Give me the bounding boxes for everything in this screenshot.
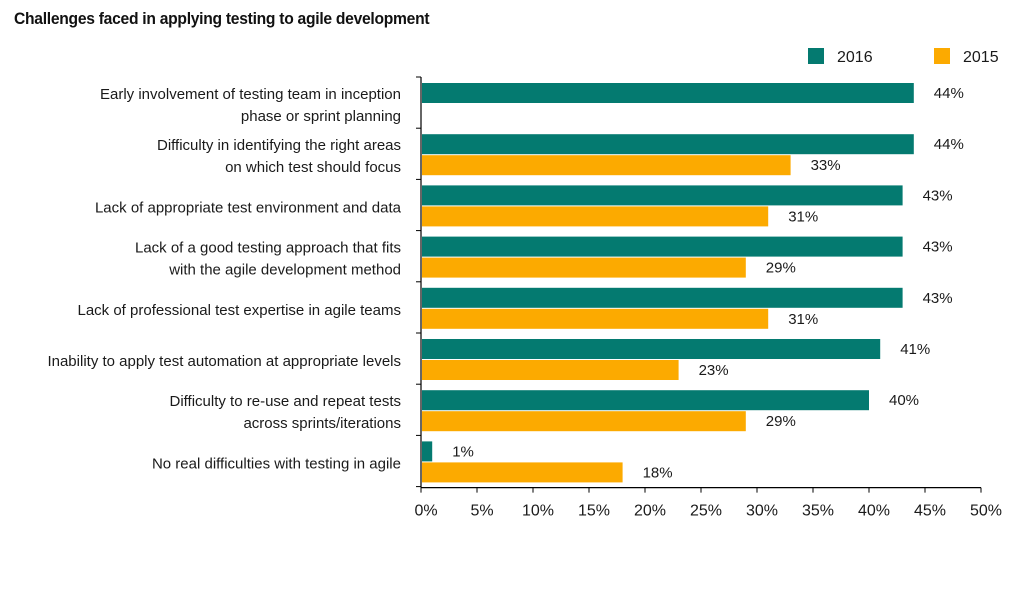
x-tick-label: 40% — [858, 503, 890, 520]
x-tick-label: 20% — [634, 503, 666, 520]
category-label: Difficulty to re-use and repeat tests — [169, 393, 401, 410]
bar-2016 — [422, 83, 914, 103]
category-label: Early involvement of testing team in inc… — [100, 86, 401, 103]
value-label-2016: 40% — [889, 392, 919, 409]
category-label: Lack of professional test expertise in a… — [77, 302, 401, 319]
category-labels: Early involvement of testing team in inc… — [47, 86, 401, 472]
x-tick-label: 0% — [414, 503, 437, 520]
value-label-2015: 23% — [699, 362, 729, 379]
value-label-2016: 44% — [934, 85, 964, 102]
bar-2016 — [422, 185, 903, 206]
value-label-2016: 1% — [452, 443, 474, 460]
value-label-2015: 31% — [788, 208, 818, 225]
bar-2016 — [422, 134, 914, 155]
bar-2016 — [422, 441, 433, 462]
x-tick-label: 50% — [970, 503, 1002, 520]
bar-2015 — [422, 462, 623, 483]
category-label: Inability to apply test automation at ap… — [47, 353, 401, 370]
value-label-2015: 31% — [788, 311, 818, 328]
bar-2016 — [422, 287, 903, 308]
category-label: across sprints/iterations — [243, 415, 401, 432]
value-label-2015: 33% — [811, 157, 841, 174]
bar-2015 — [422, 257, 746, 278]
category-label: Lack of a good testing approach that fit… — [135, 240, 401, 257]
legend: 2016 2015 — [808, 48, 999, 66]
bar-2015 — [422, 308, 769, 329]
x-tick-label: 30% — [746, 503, 778, 520]
bar-2015 — [422, 155, 791, 176]
value-label-2015: 29% — [766, 260, 796, 277]
legend-label-2016: 2016 — [837, 49, 873, 66]
bar-2016 — [422, 236, 903, 257]
value-label-2016: 43% — [923, 239, 953, 256]
category-label: No real difficulties with testing in agi… — [152, 455, 401, 472]
bar-2015 — [422, 206, 769, 227]
x-tick-label: 25% — [690, 503, 722, 520]
category-label: with the agile development method — [168, 262, 401, 279]
bars-group: 44% 44% 33% 43% 31% 43% 29% 43% 31% 41% 23% 40% 29% 1… — [422, 83, 964, 483]
value-label-2015: 18% — [643, 464, 673, 481]
bar-2015 — [422, 360, 679, 380]
category-label: Lack of appropriate test environment and… — [95, 199, 402, 216]
x-tick-label: 10% — [522, 503, 554, 520]
x-tick-label: 5% — [470, 503, 493, 520]
chart-title: Challenges faced in applying testing to … — [14, 9, 430, 28]
value-label-2016: 43% — [923, 290, 953, 307]
value-label-2016: 44% — [934, 136, 964, 153]
bar-2015 — [422, 411, 746, 432]
bar-2016 — [422, 390, 869, 411]
bar-2016 — [422, 339, 881, 359]
category-label: on which test should focus — [225, 159, 401, 176]
x-tick-label: 45% — [914, 503, 946, 520]
legend-swatch-2015 — [934, 48, 950, 64]
x-tick-label: 35% — [802, 503, 834, 520]
legend-swatch-2016 — [808, 48, 824, 64]
legend-label-2015: 2015 — [963, 49, 999, 66]
axes-group: 0% 5% 10% 15% 20% 25% 30% 35% 40% 45% 50% — [414, 76, 1002, 520]
category-label: phase or sprint planning — [241, 108, 401, 125]
value-label-2015: 29% — [766, 413, 796, 430]
value-label-2016: 43% — [923, 187, 953, 204]
category-label: Difficulty in identifying the right area… — [157, 137, 401, 154]
value-label-2016: 41% — [900, 341, 930, 358]
x-tick-label: 15% — [578, 503, 610, 520]
